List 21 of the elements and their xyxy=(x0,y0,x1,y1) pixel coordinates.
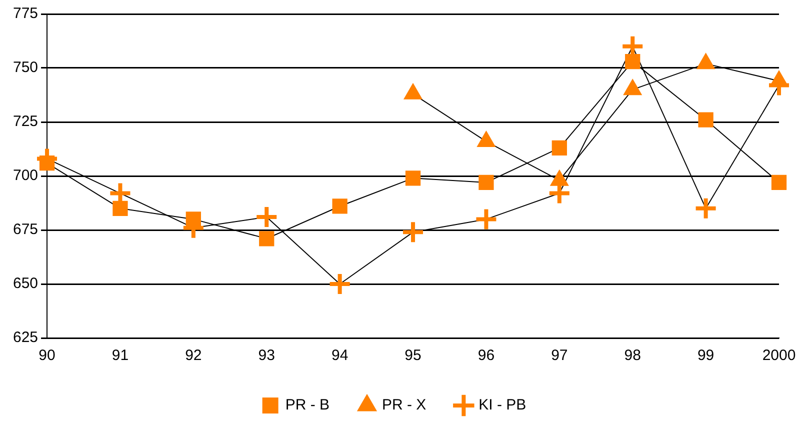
x-tick-label: 90 xyxy=(38,347,56,364)
legend-label: PR - B xyxy=(285,396,330,414)
x-tick-label: 93 xyxy=(258,347,275,364)
y-tick-label: 675 xyxy=(12,221,38,238)
legend-label: KI - PB xyxy=(478,396,526,414)
x-tick-label: 97 xyxy=(551,347,568,364)
y-tick-label: 750 xyxy=(12,59,38,76)
y-tick-label: 775 xyxy=(12,5,38,22)
x-tick-label: 95 xyxy=(404,347,422,364)
x-tick-label: 98 xyxy=(624,347,641,364)
legend-label: PR - X xyxy=(382,396,426,414)
x-tick-label: 94 xyxy=(331,347,348,364)
y-tick-label: 650 xyxy=(12,275,38,292)
x-tick-label: 99 xyxy=(697,347,714,364)
x-tick-label: 2000 xyxy=(762,347,796,364)
y-tick-label: 700 xyxy=(12,167,38,184)
x-tick-label: 96 xyxy=(478,347,495,364)
y-tick-label: 625 xyxy=(12,329,38,346)
x-tick-label: 92 xyxy=(185,347,202,364)
y-tick-label: 725 xyxy=(12,113,38,130)
x-tick-label: 91 xyxy=(112,347,129,364)
